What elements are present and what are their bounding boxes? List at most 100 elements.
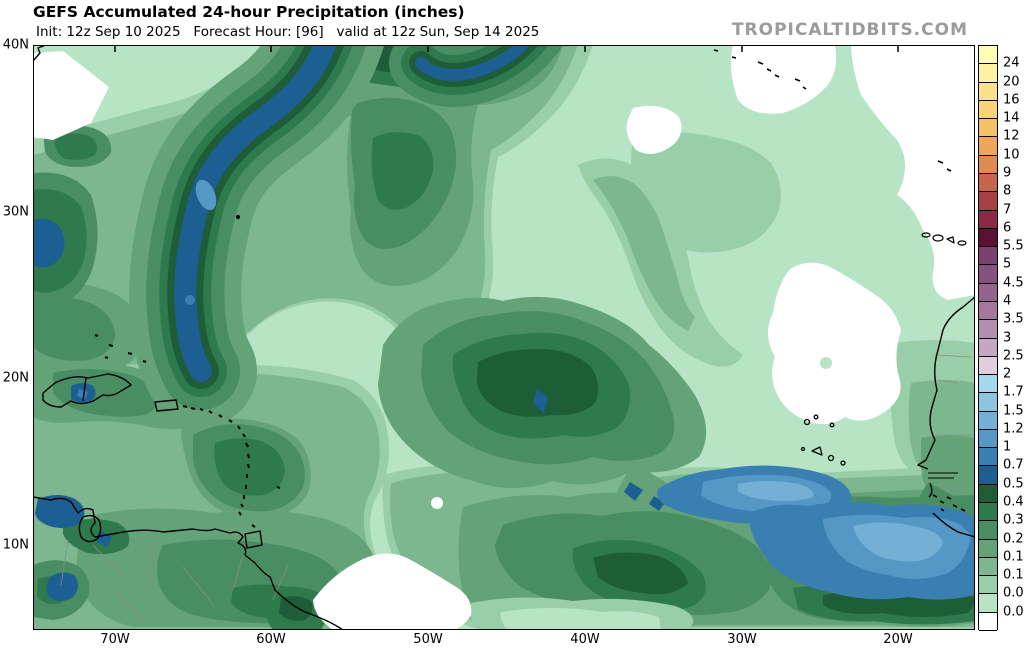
- colorbar-cell: [979, 210, 997, 229]
- lesser-antilles-islands: [182, 405, 281, 528]
- colorbar-cell: [979, 46, 997, 65]
- colorbar-cell: [979, 173, 997, 193]
- colorbar-label: 0.01: [1003, 604, 1024, 620]
- colorbar-cell: [979, 265, 997, 284]
- colorbar-label: 4: [1003, 293, 1012, 309]
- colorbar-label: 2.5: [1003, 348, 1024, 364]
- colorbar-label: 0.15: [1003, 549, 1024, 565]
- colorbar-label: 24: [1003, 55, 1020, 71]
- colorbar-cell: [979, 375, 997, 394]
- precip-colorbar: [978, 45, 998, 631]
- watermark-logo: TROPICALTIDBITS.COM: [731, 20, 968, 40]
- colorbar-label: 0.05: [1003, 585, 1024, 601]
- colorbar-label: 0.4: [1003, 494, 1024, 510]
- colorbar-label: 16: [1003, 92, 1020, 108]
- colorbar-label: 8: [1003, 183, 1012, 199]
- colorbar-cell: [979, 356, 997, 376]
- guinea-bissau-islands: [932, 494, 966, 512]
- colorbar-cell: [979, 466, 997, 485]
- colorbar-cell: [979, 192, 997, 211]
- blue-band-cores: [33, 179, 217, 305]
- us-coast: [33, 45, 47, 62]
- colorbar-label: 1: [1003, 439, 1012, 455]
- colorbar-label: 0.3: [1003, 512, 1024, 528]
- white-dry-areas: [33, 45, 975, 630]
- colorbar-cell: [979, 539, 997, 558]
- colorbar-label: 14: [1003, 110, 1020, 126]
- colorbar-label: 3: [1003, 330, 1012, 345]
- colorbar-label: 20: [1003, 74, 1020, 90]
- lat-label: 30N: [2, 204, 29, 220]
- axis-ticks: [33, 45, 899, 546]
- bermuda-island: [235, 214, 241, 220]
- colorbar-cell: [979, 484, 997, 504]
- colorbar-cell: [979, 576, 997, 595]
- colorbar-label: 0.5: [1003, 476, 1024, 492]
- madeira-islands: [937, 160, 952, 172]
- colorbar-label: 1.25: [1003, 421, 1024, 437]
- page-title: GEFS Accumulated 24-hour Precipitation (…: [33, 3, 465, 21]
- colorbar-cell: [979, 82, 997, 101]
- colorbar-cell: [979, 448, 997, 467]
- precip-map: [33, 45, 975, 630]
- trinidad-coast: [244, 530, 263, 549]
- bahamas-islands: [94, 334, 147, 363]
- init-valid-subtitle: Init: 12z Sep 10 2025 Forecast Hour: [96…: [36, 24, 540, 40]
- lon-label: 40W: [570, 632, 600, 647]
- cape-verde-islands: [800, 414, 846, 466]
- gambia-river-lines: [928, 472, 958, 479]
- map-svg: [33, 45, 975, 630]
- colorbar-label: 2: [1003, 366, 1012, 382]
- colorbar-cell: [979, 155, 997, 174]
- colorbar-label: 0.1: [1003, 567, 1024, 583]
- map-frame: [33, 45, 975, 630]
- colorbar-cell: [979, 612, 997, 631]
- lon-label: 30W: [727, 632, 757, 647]
- colorbar-cell: [979, 338, 997, 357]
- azores-islands: [713, 49, 807, 90]
- africa-coast: [917, 296, 975, 538]
- lon-label: 20W: [883, 632, 913, 647]
- colorbar-label: 3.5: [1003, 311, 1024, 327]
- colorbar-label: 7: [1003, 202, 1012, 218]
- colorbar-label: 5: [1003, 256, 1012, 272]
- country-borders: [60, 354, 973, 621]
- lon-label: 60W: [256, 632, 286, 647]
- puerto-rico-coast: [154, 399, 179, 412]
- lat-label: 10N: [2, 537, 29, 553]
- colorbar-label: 10: [1003, 147, 1020, 163]
- lon-label: 70W: [100, 632, 130, 647]
- canary-islands: [921, 232, 967, 246]
- lat-label: 20N: [2, 370, 29, 386]
- colorbar-cell: [979, 503, 997, 522]
- lat-label: 40N: [2, 37, 29, 53]
- colorbar-label: 1.75: [1003, 384, 1024, 400]
- coastlines: [33, 45, 975, 630]
- lon-label: 50W: [413, 632, 443, 647]
- blue-maxima-bottom-right: [656, 465, 975, 600]
- colorbar-cell: [979, 521, 997, 540]
- maracaibo-lake: [78, 514, 102, 543]
- colorbar-cell: [979, 119, 997, 138]
- colorbar-label: 5.5: [1003, 238, 1024, 254]
- colorbar-label: 1.5: [1003, 403, 1024, 419]
- colorbar-label: 9: [1003, 165, 1012, 181]
- colorbar-label: 4.5: [1003, 275, 1024, 291]
- colorbar-cell: [979, 320, 997, 339]
- colorbar-label: 0.75: [1003, 457, 1024, 473]
- colorbar-label: 0.2: [1003, 531, 1024, 547]
- hispaniola-coast: [42, 373, 132, 408]
- colorbar-cell: [979, 393, 997, 412]
- colorbar-cell: [979, 137, 997, 156]
- colorbar-cell: [979, 594, 997, 613]
- colorbar-cell: [979, 247, 997, 266]
- colorbar-cell: [979, 283, 997, 302]
- colorbar-label: 6: [1003, 220, 1012, 236]
- colorbar-cell: [979, 429, 997, 449]
- colorbar-cell: [979, 557, 997, 577]
- colorbar-cell: [979, 100, 997, 120]
- colorbar-cell: [979, 64, 997, 83]
- colorbar-cell: [979, 411, 997, 430]
- colorbar-label: 12: [1003, 128, 1020, 144]
